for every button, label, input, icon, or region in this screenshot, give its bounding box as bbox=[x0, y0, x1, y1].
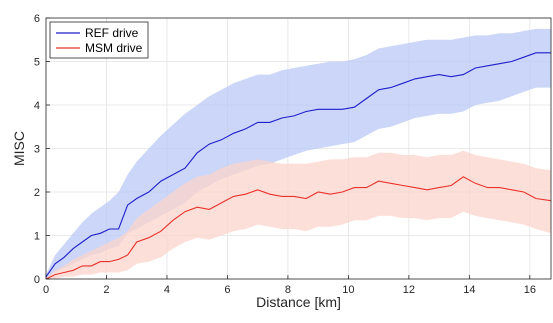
x-axis-ticks: 0 2 4 6 8 10 12 14 16 bbox=[43, 275, 536, 296]
x-tick-label: 6 bbox=[224, 284, 230, 296]
x-tick-label: 10 bbox=[342, 284, 354, 296]
x-tick-label: 12 bbox=[403, 284, 415, 296]
band-ref-drive bbox=[46, 28, 551, 280]
y-tick-label: 1 bbox=[34, 231, 40, 243]
x-tick-label: 8 bbox=[285, 284, 291, 296]
y-axis-title: MISC bbox=[11, 131, 27, 166]
y-tick-label: 5 bbox=[34, 57, 40, 69]
x-tick-label: 14 bbox=[463, 284, 475, 296]
y-axis-ticks: 0 1 2 3 4 5 6 bbox=[34, 13, 50, 286]
confidence-bands bbox=[46, 28, 551, 280]
y-tick-label: 4 bbox=[34, 100, 40, 112]
legend: REF drive MSM drive bbox=[49, 21, 149, 59]
x-tick-label: 4 bbox=[164, 284, 170, 296]
x-tick-label: 16 bbox=[524, 284, 536, 296]
y-tick-label: 3 bbox=[34, 144, 40, 156]
y-tick-label: 6 bbox=[34, 13, 40, 25]
x-axis-title: Distance [km] bbox=[256, 294, 341, 310]
series-line-msm-drive bbox=[45, 176, 552, 280]
y-tick-label: 2 bbox=[34, 187, 40, 199]
legend-box bbox=[49, 21, 149, 59]
x-tick-label: 2 bbox=[103, 284, 109, 296]
legend-label-ref-drive: REF drive bbox=[85, 26, 139, 40]
band-msm-drive bbox=[46, 150, 551, 279]
series-line-ref-drive bbox=[45, 52, 551, 278]
x-tick-label: 0 bbox=[43, 284, 49, 296]
legend-label-msm-drive: MSM drive bbox=[85, 41, 143, 55]
series-lines bbox=[45, 52, 552, 280]
y-tick-label: 0 bbox=[34, 274, 40, 286]
